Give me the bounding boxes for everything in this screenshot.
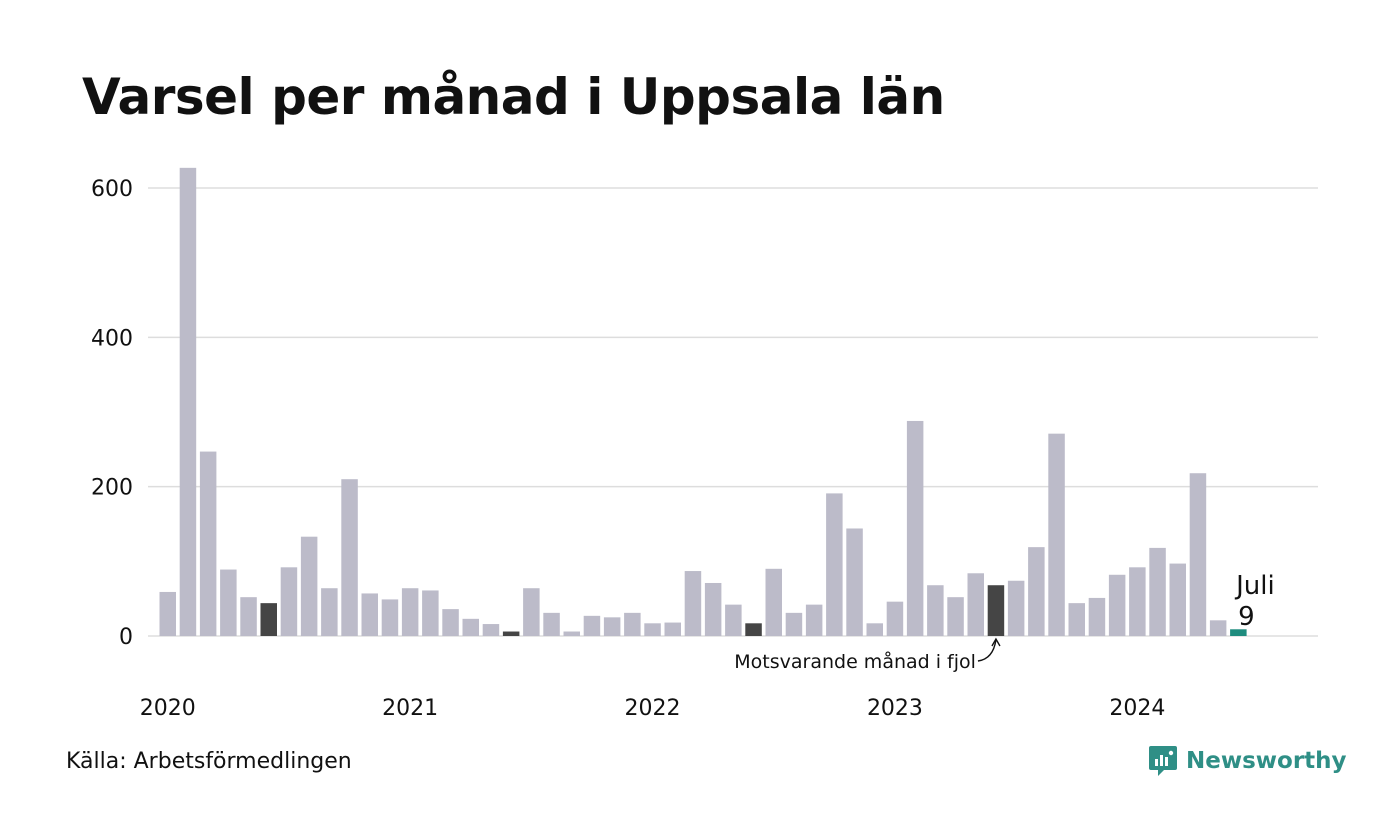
bar: [179, 167, 197, 636]
x-tick-label: 2021: [382, 696, 438, 720]
bar: [1209, 620, 1227, 636]
same-month-annotation: Motsvarande månad i fjol: [734, 650, 976, 673]
curved-arrow-icon: [977, 639, 997, 662]
bar: [1028, 547, 1045, 636]
bar: [967, 573, 984, 636]
bar: [624, 612, 641, 636]
bar: [401, 588, 419, 636]
bar: [785, 612, 803, 636]
bar: [220, 569, 237, 636]
y-tick-label: 200: [91, 476, 133, 501]
bar: [523, 588, 540, 636]
annotations: Motsvarande månad i fjol Juli 9: [734, 571, 1274, 673]
bar: [805, 604, 823, 636]
bar: [846, 528, 863, 636]
bar: [664, 622, 681, 636]
bar: [199, 451, 217, 636]
bars: [159, 167, 1247, 636]
bar: [684, 571, 702, 636]
bar: [563, 631, 580, 636]
bar: [826, 493, 843, 636]
x-tick-label: 2020: [140, 696, 196, 720]
bar: [543, 612, 560, 636]
bar: [725, 604, 742, 636]
bar: [1048, 433, 1065, 636]
bar-same-month-previous-year: [502, 631, 520, 636]
y-tick-label: 0: [119, 625, 133, 650]
chart-title: Varsel per månad i Uppsala län: [82, 68, 945, 126]
highlight-value-label: 9: [1238, 602, 1255, 632]
y-axis-ticks: 0 200 400 600: [91, 177, 133, 650]
bar-chart: 0 200 400 600 2020 2021 2022 2023 2024 Motsvara…: [91, 167, 1318, 720]
newsworthy-logo-icon: [1149, 746, 1177, 776]
bar: [381, 599, 399, 636]
bar: [341, 479, 358, 636]
bar: [462, 618, 479, 636]
y-tick-label: 600: [91, 177, 133, 202]
brand-name: Newsworthy: [1186, 748, 1347, 774]
bar: [280, 567, 298, 636]
bar-same-month-previous-year: [987, 585, 1005, 636]
bar: [644, 623, 661, 636]
bar: [927, 585, 944, 636]
bar: [704, 582, 722, 636]
bar: [159, 591, 176, 636]
bar: [1189, 473, 1207, 636]
bar: [321, 588, 338, 636]
bar: [422, 590, 439, 636]
bar: [1088, 597, 1106, 636]
bar: [906, 420, 924, 636]
bar: [1129, 567, 1146, 636]
bar: [1108, 574, 1126, 636]
x-axis-ticks: 2020 2021 2022 2023 2024: [140, 696, 1166, 720]
arrowhead: [991, 637, 1001, 647]
bar: [603, 617, 621, 636]
bar: [1149, 547, 1166, 636]
bar: [361, 593, 378, 636]
bar: [1068, 603, 1085, 636]
y-tick-label: 400: [91, 326, 133, 351]
bar: [442, 609, 459, 636]
bar: [866, 623, 883, 636]
x-tick-label: 2023: [867, 696, 923, 720]
x-tick-label: 2022: [625, 696, 681, 720]
bar: [240, 597, 257, 636]
bar-current-month: [1230, 629, 1247, 636]
bar: [1007, 580, 1025, 636]
bar: [765, 568, 782, 636]
bar: [947, 597, 964, 636]
highlight-month-label: Juli: [1234, 571, 1275, 601]
bar: [482, 624, 500, 636]
source-note: Källa: Arbetsförmedlingen: [66, 749, 352, 774]
bar-same-month-previous-year: [745, 623, 762, 636]
brand-logo[interactable]: Newsworthy: [1148, 744, 1347, 778]
bar: [886, 601, 904, 636]
bar-same-month-previous-year: [260, 603, 277, 636]
bar: [583, 615, 601, 636]
bar: [1169, 563, 1186, 636]
x-tick-label: 2024: [1109, 696, 1165, 720]
bar: [300, 536, 318, 636]
